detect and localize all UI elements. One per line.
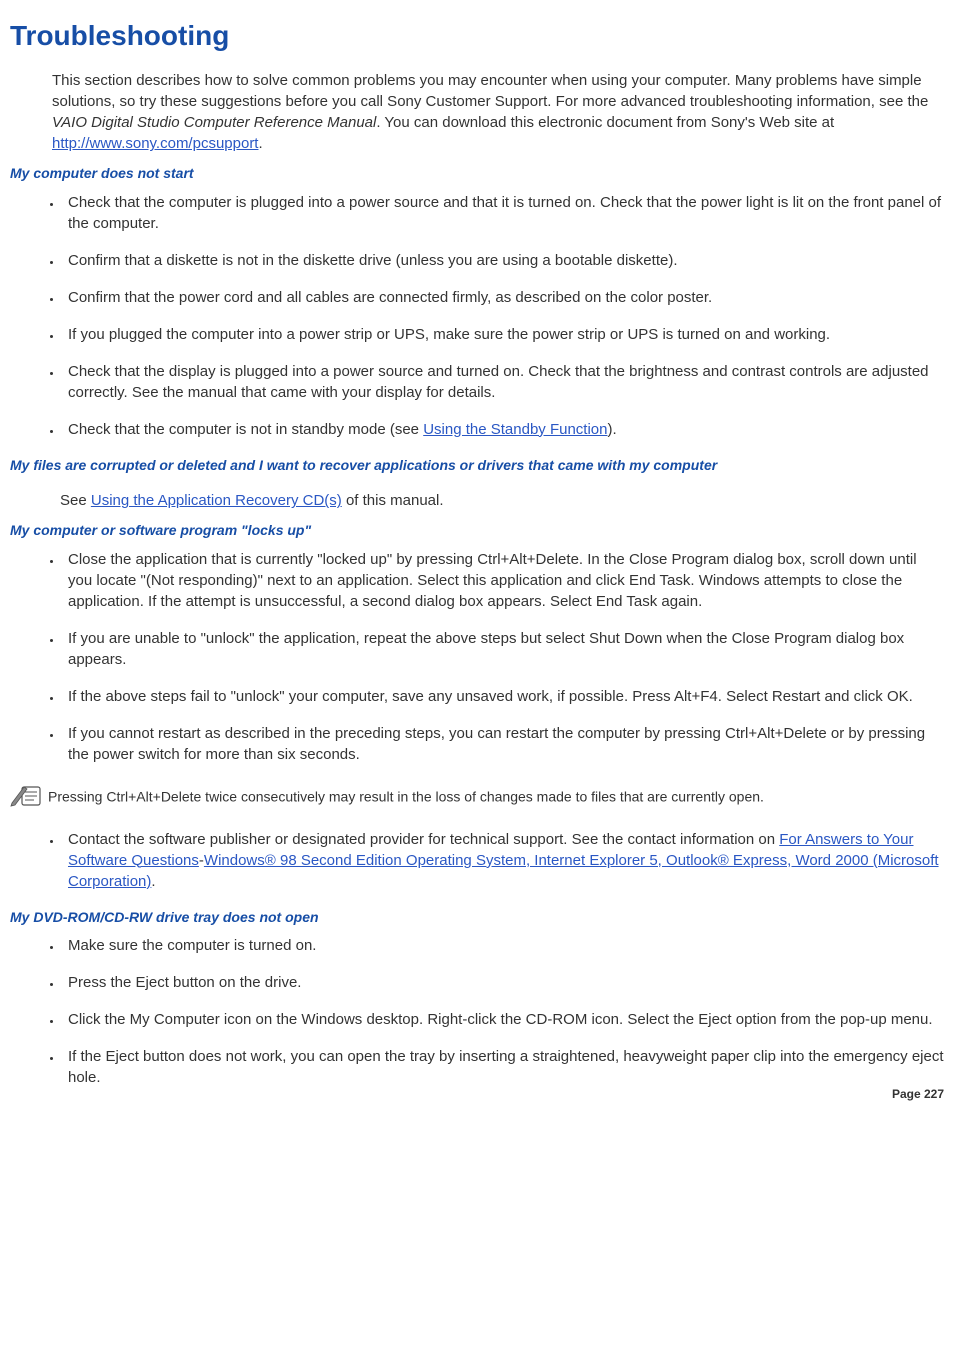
see-text-end: of this manual. <box>342 492 444 509</box>
intro-text-3: . <box>258 135 262 152</box>
list-item: Click the My Computer icon on the Window… <box>62 1009 944 1030</box>
intro-paragraph: This section describes how to solve comm… <box>52 70 944 154</box>
list-item: Check that the computer is plugged into … <box>62 192 944 234</box>
list-item: Check that the computer is not in standb… <box>62 419 944 440</box>
list-item: Check that the display is plugged into a… <box>62 361 944 403</box>
pencil-note-icon <box>10 781 44 815</box>
list-item-text: Contact the software publisher or design… <box>68 831 779 848</box>
list-locks-up-2: Contact the software publisher or design… <box>40 829 944 892</box>
pcsupport-link[interactable]: http://www.sony.com/pcsupport <box>52 135 258 152</box>
page-title: Troubleshooting <box>10 16 944 55</box>
list-item: Confirm that the power cord and all cabl… <box>62 287 944 308</box>
list-locks-up: Close the application that is currently … <box>40 549 944 765</box>
list-item: Contact the software publisher or design… <box>62 829 944 892</box>
section-heading-computer-does-not-start: My computer does not start <box>10 164 944 184</box>
list-item-text: Check that the computer is not in standb… <box>68 421 423 438</box>
list-item: If the Eject button does not work, you c… <box>62 1046 944 1088</box>
intro-text-1: This section describes how to solve comm… <box>52 72 928 110</box>
list-item: If you are unable to "unlock" the applic… <box>62 628 944 670</box>
list-item: Press the Eject button on the drive. <box>62 972 944 993</box>
note-row: Pressing Ctrl+Alt+Delete twice consecuti… <box>10 781 944 815</box>
list-item-text-end: . <box>151 873 155 890</box>
intro-text-2: . You can download this electronic docum… <box>376 114 834 131</box>
see-text: See <box>60 492 91 509</box>
list-dvd-tray: Make sure the computer is turned on. Pre… <box>40 935 944 1088</box>
list-computer-does-not-start: Check that the computer is plugged into … <box>40 192 944 440</box>
list-item: Make sure the computer is turned on. <box>62 935 944 956</box>
list-item: Close the application that is currently … <box>62 549 944 612</box>
list-item-text-end: ). <box>607 421 616 438</box>
section-heading-locks-up: My computer or software program "locks u… <box>10 521 944 541</box>
list-item: Confirm that a diskette is not in the di… <box>62 250 944 271</box>
note-text: Pressing Ctrl+Alt+Delete twice consecuti… <box>48 788 764 804</box>
section-heading-files-corrupted: My files are corrupted or deleted and I … <box>10 456 944 476</box>
list-item: If you cannot restart as described in th… <box>62 723 944 765</box>
list-item: If the above steps fail to "unlock" your… <box>62 686 944 707</box>
see-recovery-line: See Using the Application Recovery CD(s)… <box>60 490 944 511</box>
page-number: Page 227 <box>10 1086 944 1103</box>
application-recovery-link[interactable]: Using the Application Recovery CD(s) <box>91 492 342 509</box>
intro-italic: VAIO Digital Studio Computer Reference M… <box>52 114 376 131</box>
standby-function-link[interactable]: Using the Standby Function <box>423 421 607 438</box>
section-heading-dvd-tray: My DVD-ROM/CD-RW drive tray does not ope… <box>10 908 944 928</box>
list-item: If you plugged the computer into a power… <box>62 324 944 345</box>
